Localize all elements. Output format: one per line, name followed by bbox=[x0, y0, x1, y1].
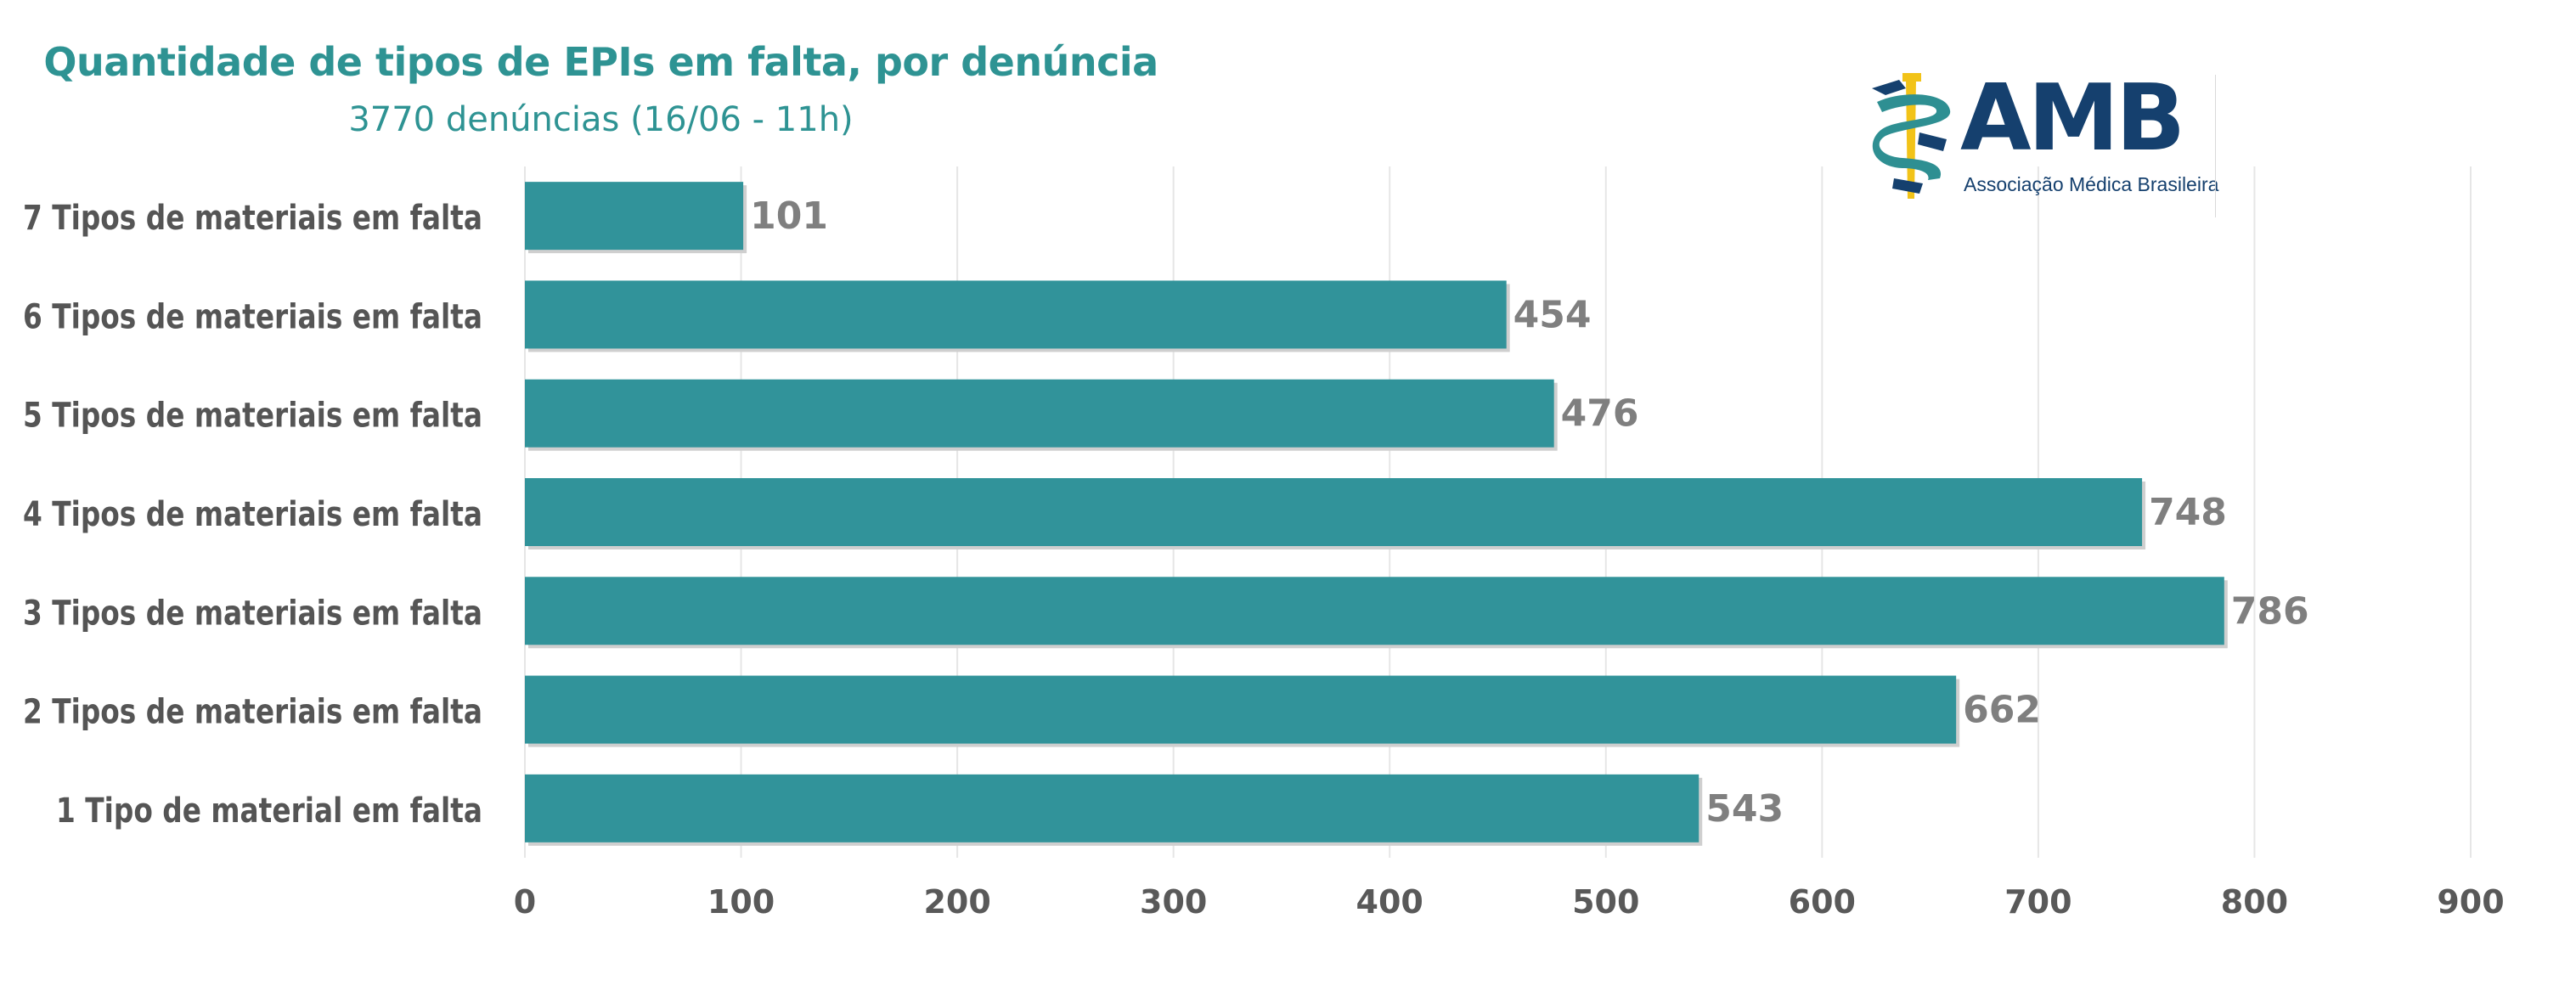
data-label: 786 bbox=[2231, 589, 2309, 633]
x-tick-label: 300 bbox=[1140, 883, 1207, 921]
category-labels: 7 Tipos de materiais em falta 6 Tipos de … bbox=[23, 198, 482, 831]
logo-divider bbox=[2215, 75, 2216, 217]
value-labels: 101 454 476 748 786 662 543 bbox=[750, 194, 2309, 831]
amb-logo: AMB Associação Médica Brasileira bbox=[1869, 73, 2234, 217]
x-tick-label: 900 bbox=[2437, 883, 2504, 921]
x-tick-label: 700 bbox=[2004, 883, 2072, 921]
bar bbox=[525, 182, 744, 251]
x-tick-label: 500 bbox=[1572, 883, 1639, 921]
bar bbox=[525, 379, 1554, 448]
category-label: 1 Tipo de material em falta bbox=[56, 791, 482, 831]
category-label: 5 Tipos de materiais em falta bbox=[23, 396, 482, 436]
caduceus-icon bbox=[1872, 73, 1951, 199]
data-label: 476 bbox=[1561, 392, 1639, 436]
logo-tagline: Associação Médica Brasileira bbox=[1964, 173, 2219, 195]
data-label: 454 bbox=[1513, 293, 1592, 336]
data-label: 662 bbox=[1963, 689, 2041, 732]
x-tick-label: 800 bbox=[2221, 883, 2288, 921]
bar bbox=[525, 577, 2224, 645]
x-tick-label: 0 bbox=[514, 883, 536, 921]
bar bbox=[525, 478, 2143, 546]
bar bbox=[525, 675, 1957, 744]
category-label: 7 Tipos de materiais em falta bbox=[23, 198, 482, 238]
category-label: 4 Tipos de materiais em falta bbox=[23, 494, 482, 534]
bars bbox=[525, 182, 2228, 846]
data-label: 748 bbox=[2149, 491, 2227, 534]
x-tick-label: 100 bbox=[707, 883, 775, 921]
x-axis-ticks: 0 100 200 300 400 500 600 700 800 900 bbox=[514, 883, 2505, 921]
category-label: 2 Tipos de materiais em falta bbox=[23, 691, 482, 731]
chart-title: Quantidade de tipos de EPIs em falta, po… bbox=[43, 39, 1158, 85]
category-label: 3 Tipos de materiais em falta bbox=[23, 593, 482, 633]
chart-subtitle: 3770 denúncias (16/06 - 11h) bbox=[348, 100, 854, 139]
x-tick-label: 400 bbox=[1356, 883, 1423, 921]
category-label: 6 Tipos de materiais em falta bbox=[23, 296, 482, 336]
logo-wordmark: AMB bbox=[1960, 65, 2185, 172]
x-tick-label: 600 bbox=[1789, 883, 1856, 921]
bar bbox=[525, 280, 1507, 349]
bar bbox=[525, 774, 1699, 842]
x-tick-label: 200 bbox=[923, 883, 990, 921]
data-label: 101 bbox=[750, 194, 828, 238]
data-label: 543 bbox=[1705, 787, 1784, 831]
